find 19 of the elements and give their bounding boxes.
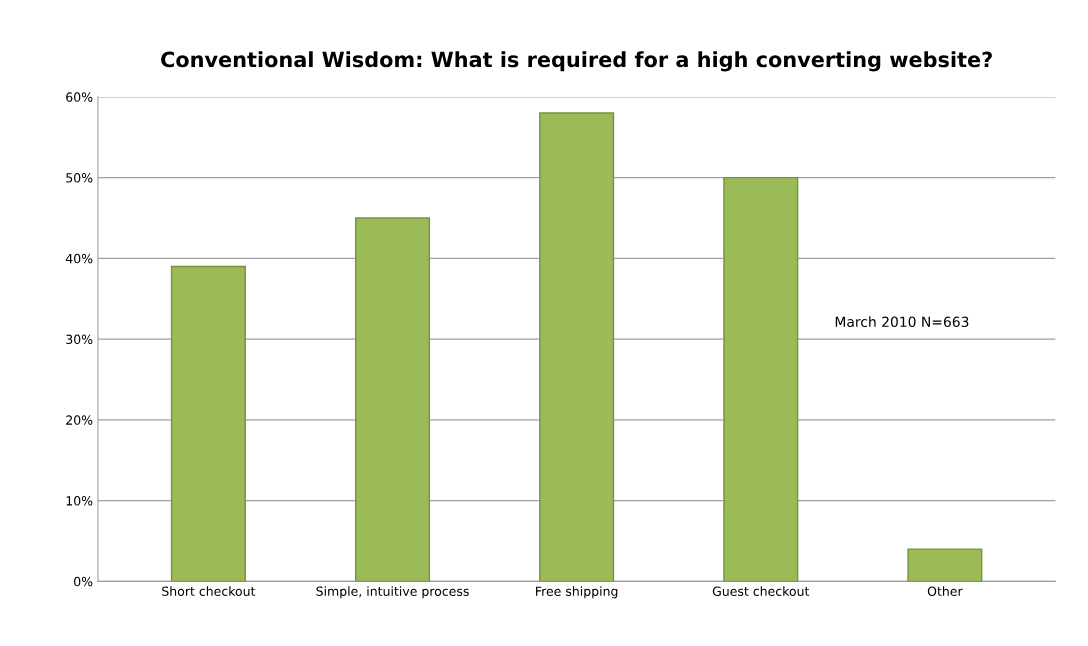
chart-title: Conventional Wisdom: What is required for a high converting website? bbox=[161, 51, 992, 72]
x-tick-label: Free shipping bbox=[536, 586, 618, 599]
bar bbox=[354, 217, 431, 582]
y-tick-label: 50% bbox=[66, 173, 93, 183]
y-tick-label: 10% bbox=[66, 496, 93, 506]
bar bbox=[907, 548, 983, 582]
x-tick-label: Other bbox=[927, 586, 963, 596]
y-tick-label: 0% bbox=[74, 576, 93, 587]
y-tick-label: 20% bbox=[66, 415, 93, 425]
y-tick-label: 40% bbox=[65, 253, 93, 264]
y-tick-label: 30% bbox=[66, 334, 93, 345]
x-tick-label: Short checkout bbox=[162, 586, 256, 596]
bar bbox=[723, 176, 799, 582]
annotation: March 2010 N=663 bbox=[835, 316, 969, 328]
x-tick-label: Guest checkout bbox=[712, 586, 810, 596]
bar bbox=[539, 112, 615, 582]
bar bbox=[170, 265, 246, 582]
x-tick-label: Simple, intuitive process bbox=[316, 586, 469, 599]
y-tick-label: 60% bbox=[66, 92, 93, 102]
